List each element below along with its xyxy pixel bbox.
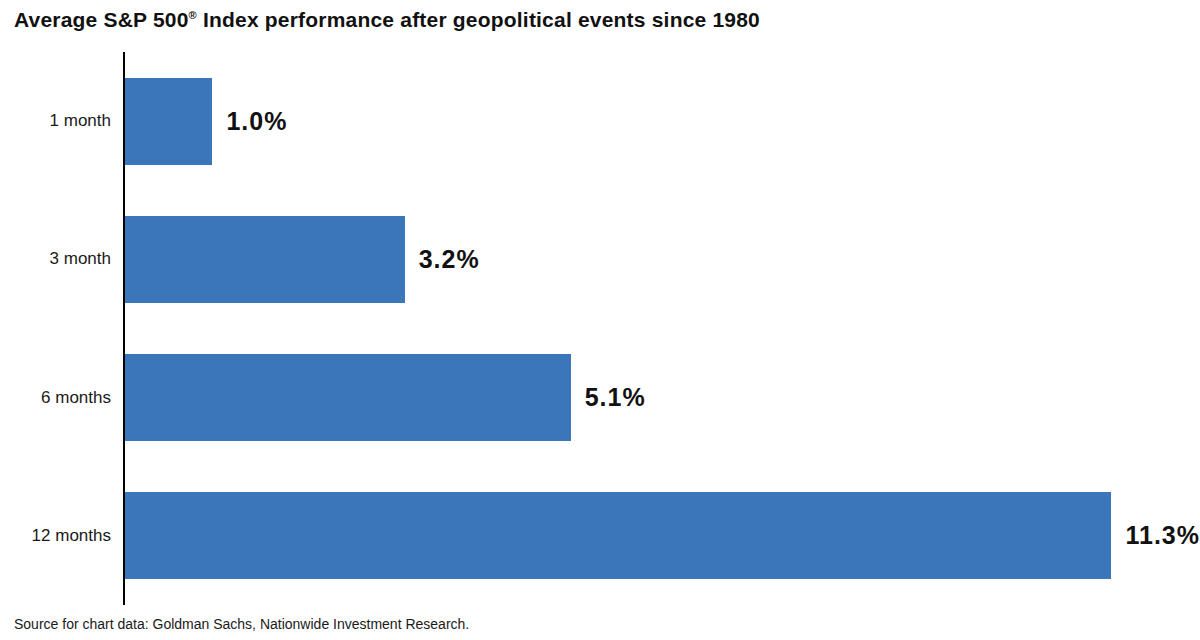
category-label: 1 month [0,111,123,131]
bar-row: 12 months 11.3% [0,467,1200,605]
value-label: 11.3% [1125,521,1200,550]
chart-title: Average S&P 500® Index performance after… [14,8,760,32]
category-label: 6 months [0,388,123,408]
bar[interactable] [125,492,1111,579]
chart-title-post: Index performance after geopolitical eve… [197,8,760,31]
bar-track: 5.1% [125,329,1200,467]
source-note: Source for chart data: Goldman Sachs, Na… [14,616,469,632]
bar-track: 3.2% [125,190,1200,328]
category-label: 12 months [0,526,123,546]
bar-row: 1 month 1.0% [0,52,1200,190]
plot-area: 1 month 1.0% 3 month 3.2% 6 months 5.1% 12 mon… [0,52,1200,605]
bar-rows: 1 month 1.0% 3 month 3.2% 6 months 5.1% 12 mon… [0,52,1200,605]
registered-mark: ® [189,9,197,21]
value-label: 5.1% [585,383,646,412]
bar[interactable] [125,78,212,165]
value-label: 1.0% [226,107,287,136]
bar-row: 6 months 5.1% [0,329,1200,467]
bar-track: 1.0% [125,52,1200,190]
bar[interactable] [125,216,405,303]
bar-row: 3 month 3.2% [0,190,1200,328]
value-label: 3.2% [419,245,480,274]
bar[interactable] [125,354,571,441]
category-label: 3 month [0,249,123,269]
chart-title-pre: Average S&P 500 [14,8,189,31]
chart-frame: Average S&P 500® Index performance after… [0,0,1200,640]
bar-track: 11.3% [125,467,1200,605]
y-axis-line [123,52,125,605]
